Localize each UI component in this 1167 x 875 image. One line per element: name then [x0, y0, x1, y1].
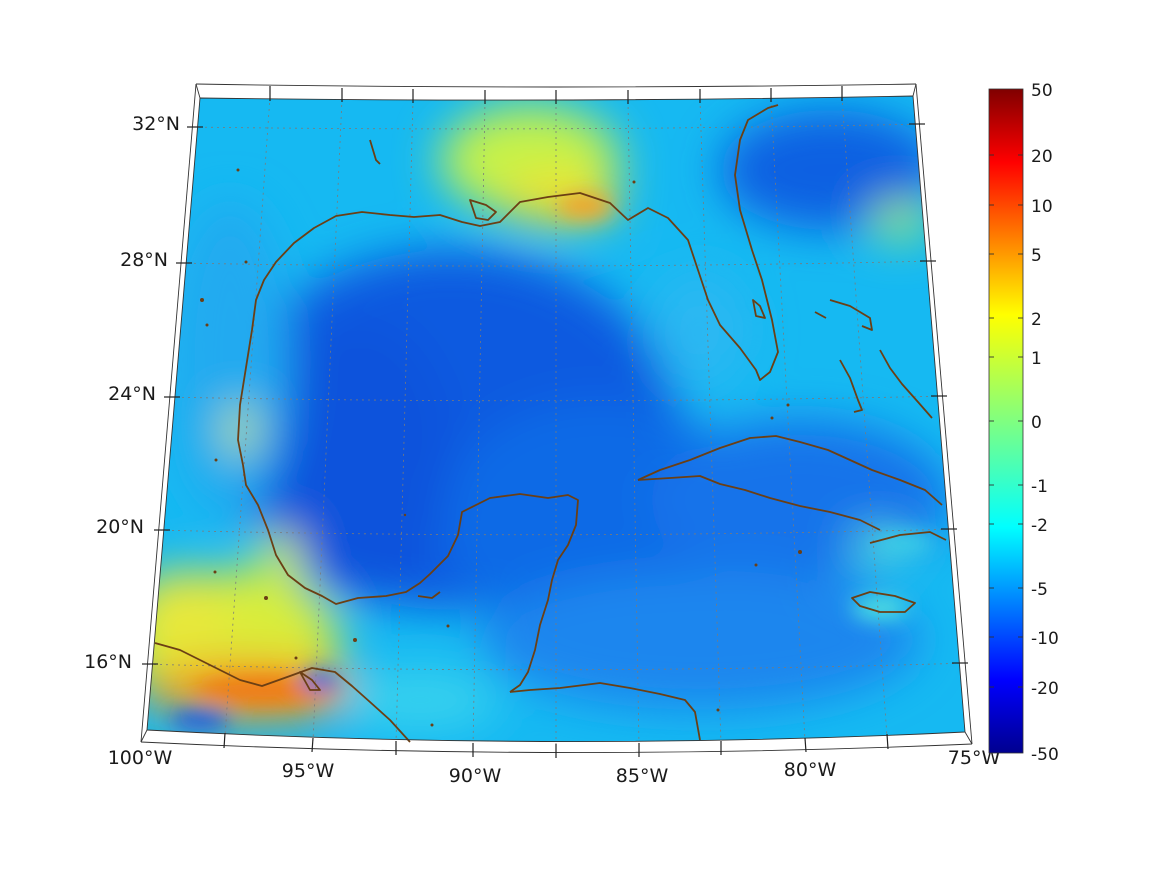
colorbar-label-neg50: -50 [1031, 745, 1059, 765]
coastline-specks [200, 168, 802, 727]
colorbar-gradient [988, 88, 1024, 754]
colorbar-label-1: 1 [1031, 349, 1042, 369]
lat-labels: 32°N 28°N 24°N 20°N 16°N [84, 113, 180, 673]
lon-label-80w: 80°W [784, 759, 837, 781]
lat-label-28n: 28°N [120, 249, 168, 271]
lat-label-20n: 20°N [96, 516, 144, 538]
colorbar-label-neg2: -2 [1031, 516, 1048, 536]
colorbar-label-5: 5 [1031, 246, 1042, 266]
colorbar-ticks [989, 154, 1023, 688]
colorbar-label-0: 0 [1031, 413, 1042, 433]
colorbar-label-2: 2 [1031, 310, 1042, 330]
frame-ticks [142, 86, 968, 758]
lat-label-32n: 32°N [132, 113, 180, 135]
colorbar-label-10: 10 [1031, 197, 1053, 217]
colorbar: 50 20 10 5 2 1 0 -1 -2 -5 -10 -20 -50 [988, 81, 1059, 765]
colorbar-label-20: 20 [1031, 147, 1053, 167]
lon-label-90w: 90°W [449, 765, 502, 787]
colorbar-label-50: 50 [1031, 81, 1053, 101]
lon-label-95w: 95°W [282, 760, 335, 782]
lon-label-100w: 100°W [108, 747, 173, 769]
colorbar-label-neg10: -10 [1031, 629, 1059, 649]
colorbar-label-neg5: -5 [1031, 580, 1048, 600]
lon-labels: 100°W 95°W 90°W 85°W 80°W 75°W [108, 747, 1001, 787]
lat-label-24n: 24°N [108, 383, 156, 405]
colorbar-label-neg1: -1 [1031, 477, 1048, 497]
colorbar-label-neg20: -20 [1031, 679, 1059, 699]
lon-label-85w: 85°W [616, 765, 669, 787]
coastlines [154, 104, 947, 743]
lat-label-16n: 16°N [84, 651, 132, 673]
lon-label-75w: 75°W [948, 747, 1001, 769]
map-frame [140, 83, 973, 753]
